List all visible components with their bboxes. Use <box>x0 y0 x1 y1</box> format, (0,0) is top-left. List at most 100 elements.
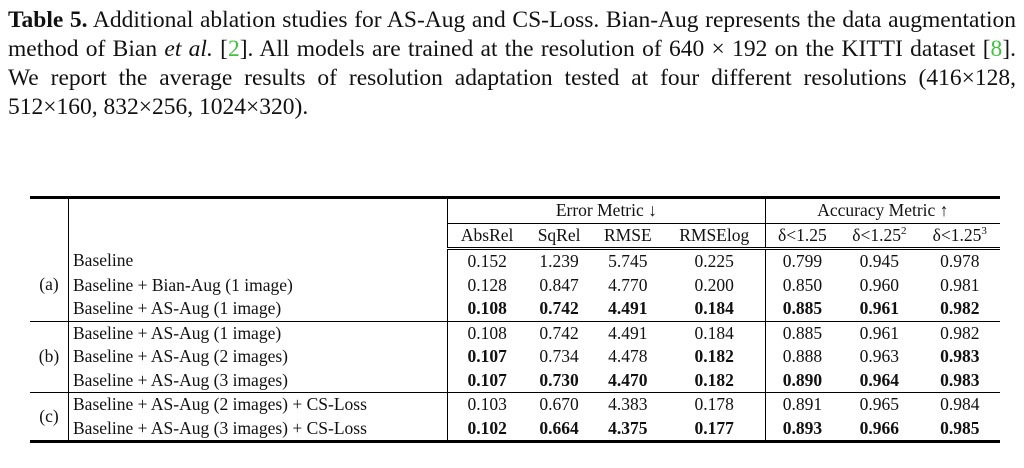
metric-value: 0.982 <box>940 298 980 318</box>
metric-value: 0.177 <box>663 416 766 442</box>
metric-value: 0.664 <box>539 417 579 438</box>
column-header: RMSE <box>591 222 664 250</box>
method-name: Baseline + AS-Aug (3 images) + CS-Loss <box>68 416 448 442</box>
citation-link[interactable]: 2 <box>227 36 240 62</box>
metric-value: 4.770 <box>608 274 648 295</box>
accuracy-metric-header: Accuracy Metric ↑ <box>817 200 949 220</box>
metric-value: 0.961 <box>859 298 900 318</box>
metric-value: 4.375 <box>608 417 648 438</box>
table-row: (a) Baseline 0.152 1.239 5.745 0.225 0.799 0.94… <box>30 248 1000 321</box>
metric-value: 0.182 <box>663 368 766 393</box>
column-header-label: δ<1.25 <box>778 224 827 245</box>
metric-value: 0.847 <box>539 274 579 295</box>
column-header-label: SqRel <box>537 224 581 245</box>
metric-value: 0.152 <box>467 251 507 271</box>
method-name: Baseline + Bian-Aug (1 image) <box>68 273 448 297</box>
metric-value: 0.734 <box>539 346 579 366</box>
group-label: (a) <box>30 248 69 321</box>
metric-value: 0.184 <box>663 320 766 345</box>
caption-text: ]. All models are trained at the resolut… <box>239 36 991 62</box>
metric-value: 4.383 <box>591 392 664 417</box>
method-name: Baseline + AS-Aug (3 images) <box>68 368 448 393</box>
metric-value: 0.960 <box>859 274 900 295</box>
metric-value: 0.850 <box>782 274 823 295</box>
table-label: Table 5. <box>8 7 88 33</box>
column-header: RMSElog <box>663 222 766 250</box>
column-header: δ<1.252 <box>839 222 920 250</box>
table-row: Baseline + AS-Aug (3 images) + CS-Loss 0.… <box>30 416 1000 442</box>
column-header: SqRel <box>526 222 592 250</box>
column-header-label: RMSElog <box>679 224 750 245</box>
metric-value: 0.128 <box>467 274 507 295</box>
metric-value: 0.178 <box>663 392 766 417</box>
group-label: (c) <box>30 392 69 442</box>
metric-value: 0.108 <box>447 320 527 345</box>
metric-value: 0.742 <box>526 320 592 345</box>
metric-value: 0.742 <box>539 298 579 318</box>
column-header-label: δ<1.25 <box>852 224 901 245</box>
metric-value: 0.891 <box>765 392 840 417</box>
metric-value: 0.225 <box>663 248 766 274</box>
empty-cell <box>68 197 448 249</box>
header-row-columns: AbsRel SqRel RMSE RMSElog δ<1.25 δ<1.252 δ<1.2… <box>30 222 1000 250</box>
metric-value: 0.200 <box>663 273 766 297</box>
table-row: Baseline + AS-Aug (2 images) 0.107 0.734 4.… <box>30 345 1000 369</box>
caption-text: Additional ablation studies for AS-Aug a… <box>8 7 1016 62</box>
metric-value: 0.983 <box>940 369 980 390</box>
metric-value: 0.103 <box>447 392 527 417</box>
metric-value: 0.966 <box>859 417 900 438</box>
metric-value: 0.890 <box>782 369 823 390</box>
metric-value: 0.961 <box>839 320 920 345</box>
table-row: Baseline + AS-Aug (3 images) 0.107 0.730 4.… <box>30 368 1000 393</box>
column-header-label: AbsRel <box>460 224 514 245</box>
metric-value: 0.981 <box>940 274 980 295</box>
table-row: Baseline + Bian-Aug (1 image) 0.128 0.847 4… <box>30 273 1000 297</box>
empty-cell <box>30 197 69 249</box>
metric-value: 0.982 <box>919 320 1000 345</box>
metric-value: 0.107 <box>467 346 507 366</box>
metric-value: 0.885 <box>782 298 823 318</box>
column-header-superscript: 3 <box>981 224 987 237</box>
metric-value: 0.984 <box>919 392 1000 417</box>
method-name: Baseline + AS-Aug (2 images) <box>68 345 448 369</box>
group-label: (b) <box>30 320 69 393</box>
method-name: Baseline <box>68 248 448 274</box>
metric-value: 0.799 <box>782 251 823 271</box>
header-row-groups: Error Metric ↓ Accuracy Metric ↑ <box>30 197 1000 249</box>
column-header: δ<1.253 <box>919 222 1000 250</box>
metric-value: 0.107 <box>467 369 507 390</box>
ablation-table: Error Metric ↓ Accuracy Metric ↑ AbsRel S… <box>30 196 1000 443</box>
method-name: Baseline + AS-Aug (1 image) <box>68 297 448 321</box>
metric-value: 0.184 <box>663 297 766 321</box>
metric-value: 0.985 <box>940 417 980 438</box>
metric-value: 0.893 <box>782 417 823 438</box>
metric-value: 4.470 <box>608 369 648 390</box>
table-row: (c) Baseline + AS-Aug (2 images) + CS-Los… <box>30 392 1000 442</box>
metric-value: 0.983 <box>940 346 980 366</box>
metric-value: 4.478 <box>608 346 648 366</box>
metric-value: 0.963 <box>859 346 900 366</box>
citation-link[interactable]: 8 <box>990 36 1003 62</box>
metric-value: 0.670 <box>526 392 592 417</box>
metric-value: 5.745 <box>608 251 648 271</box>
metric-value: 0.102 <box>467 417 507 438</box>
metric-value: 0.964 <box>859 369 900 390</box>
metric-value: 0.888 <box>782 346 823 366</box>
caption-text: ]. We report the average results of reso… <box>8 36 1016 120</box>
column-header: δ<1.25 <box>765 222 840 250</box>
metric-value: 0.108 <box>467 298 507 318</box>
metric-value: 1.239 <box>539 251 579 271</box>
metric-value: 0.978 <box>940 251 980 271</box>
method-name: Baseline + AS-Aug (1 image) <box>68 320 448 345</box>
column-header: AbsRel <box>447 222 527 250</box>
column-header-superscript: 2 <box>900 224 907 237</box>
table-row: Baseline + AS-Aug (1 image) 0.108 0.742 4.4… <box>30 297 1000 321</box>
metric-value: 0.965 <box>839 392 920 417</box>
metric-value: 4.491 <box>608 298 648 318</box>
table-row: (b) Baseline + AS-Aug (1 image) 0.108 0.742… <box>30 320 1000 393</box>
error-metric-header: Error Metric ↓ <box>447 197 766 223</box>
method-name: Baseline + AS-Aug (2 images) + CS-Loss <box>68 392 448 417</box>
metric-value: 0.182 <box>663 345 766 369</box>
column-header-label: RMSE <box>604 224 652 245</box>
table-caption: Table 5. Additional ablation studies for… <box>8 6 1016 122</box>
